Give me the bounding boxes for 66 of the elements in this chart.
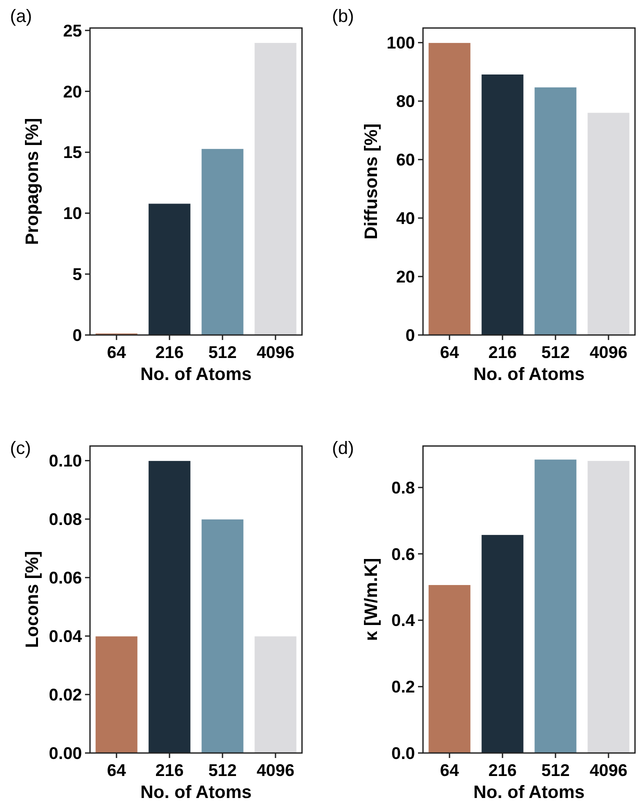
x-tick-label: 4096 xyxy=(256,343,294,362)
y-tick-label: 0.4 xyxy=(391,611,416,630)
y-tick-label: 25 xyxy=(63,21,82,40)
y-axis-title: Locons [%] xyxy=(22,551,42,648)
y-axis-title: Diffusons [%] xyxy=(361,124,381,240)
y-tick-label: 5 xyxy=(72,265,82,284)
bar xyxy=(481,74,524,336)
y-tick-label: 0.0 xyxy=(391,744,415,763)
bar xyxy=(254,636,297,754)
x-axis-title: No. of Atoms xyxy=(473,364,585,384)
x-axis-title: No. of Atoms xyxy=(140,364,252,384)
y-tick-label: 0.04 xyxy=(48,627,83,646)
y-tick-label: 60 xyxy=(396,150,415,170)
x-axis-title: No. of Atoms xyxy=(140,782,252,802)
bar xyxy=(587,460,630,754)
x-tick-label: 64 xyxy=(107,343,126,362)
x-tick-label: 64 xyxy=(107,761,126,780)
x-axis-title: No. of Atoms xyxy=(473,782,585,802)
text: (a) xyxy=(10,6,32,26)
bar xyxy=(95,636,138,754)
text: (c) xyxy=(10,438,31,458)
y-tick-label: 10 xyxy=(63,204,82,224)
y-tick-label: 80 xyxy=(396,92,415,112)
y-tick-label: 0.00 xyxy=(48,744,82,763)
y-tick-label: 100 xyxy=(386,34,415,53)
x-tick-label: 512 xyxy=(541,343,570,362)
y-tick-label: 0 xyxy=(72,326,82,345)
y-tick-label: 0.02 xyxy=(48,685,82,704)
y-tick-label: 0.08 xyxy=(48,510,82,530)
x-tick-label: 64 xyxy=(440,343,460,362)
x-tick-label: 512 xyxy=(208,343,237,362)
x-tick-label: 216 xyxy=(488,761,517,780)
y-tick-label: 0.06 xyxy=(48,568,82,588)
bar xyxy=(534,458,577,754)
y-axis-title: κ [W/m.K] xyxy=(361,558,381,642)
x-tick-label: 216 xyxy=(488,343,517,362)
y-tick-label: 0 xyxy=(406,326,415,345)
y-tick-label: 0.2 xyxy=(391,678,415,697)
bar xyxy=(148,203,191,336)
bar xyxy=(148,460,191,754)
bar xyxy=(587,112,630,336)
bar xyxy=(201,518,244,754)
y-tick-label: 0.8 xyxy=(391,478,415,498)
x-tick-label: 512 xyxy=(208,761,237,780)
y-tick-label: 15 xyxy=(63,143,82,162)
y-tick-label: 20 xyxy=(63,82,82,102)
bar xyxy=(481,534,524,754)
x-tick-label: 4096 xyxy=(590,761,628,780)
y-tick-label: 0.6 xyxy=(391,544,415,564)
y-axis-title: Propagons [%] xyxy=(22,118,42,246)
y-tick-label: 0.10 xyxy=(48,452,82,471)
y-tick-label: 20 xyxy=(396,267,415,286)
x-tick-label: 216 xyxy=(155,761,184,780)
x-tick-label: 64 xyxy=(440,761,460,780)
x-tick-label: 216 xyxy=(155,343,184,362)
bar xyxy=(254,42,297,336)
y-tick-label: 40 xyxy=(396,209,415,228)
x-tick-label: 512 xyxy=(541,761,570,780)
bar xyxy=(428,42,471,336)
x-tick-label: 4096 xyxy=(256,761,294,780)
bar xyxy=(428,584,471,754)
text: (b) xyxy=(332,6,354,26)
bar xyxy=(534,86,577,336)
bar xyxy=(201,148,244,336)
text: (d) xyxy=(332,438,354,458)
x-tick-label: 4096 xyxy=(590,343,628,362)
